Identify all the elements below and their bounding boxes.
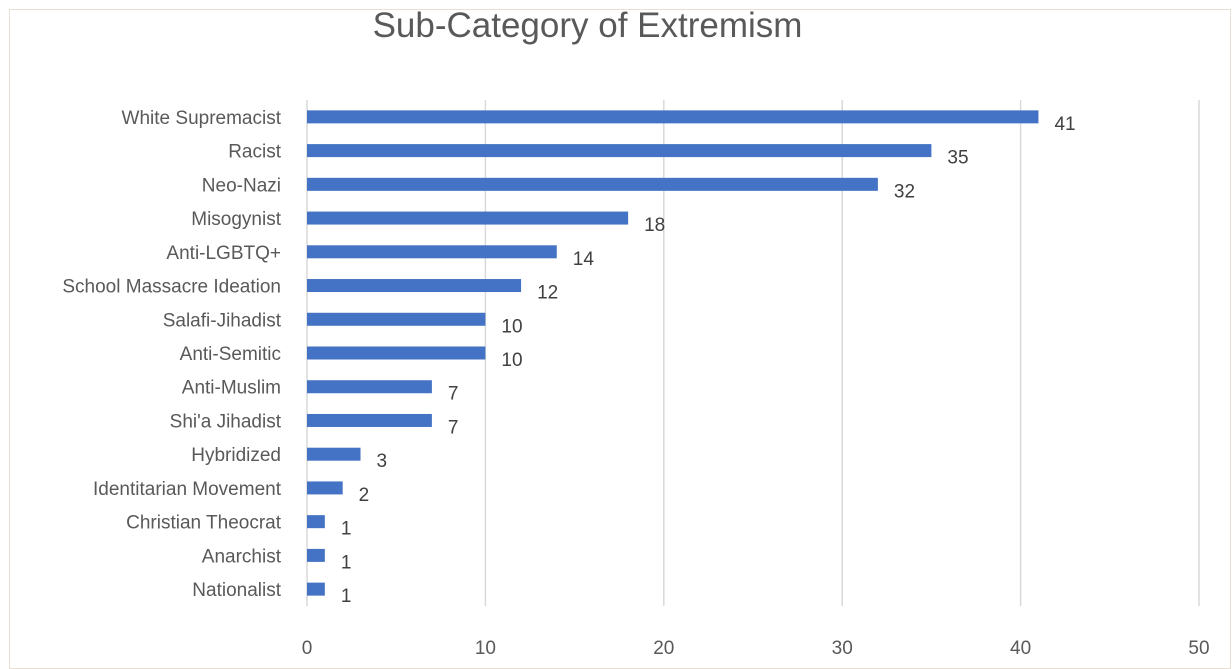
data-label: 18	[644, 215, 665, 236]
data-label: 35	[947, 148, 968, 169]
x-tick-label: 50	[1188, 638, 1209, 659]
data-label: 32	[894, 181, 915, 202]
data-label: 7	[448, 384, 459, 405]
data-label: 10	[501, 316, 522, 337]
x-tick-label: 10	[475, 638, 496, 659]
bar-school-massacre-ideation	[307, 279, 522, 293]
data-label: 14	[573, 249, 595, 270]
data-label: 1	[341, 552, 352, 573]
bars	[307, 110, 1039, 596]
data-label: 3	[377, 451, 388, 472]
bar-nationalist	[307, 582, 325, 596]
data-label: 2	[359, 485, 370, 506]
category-label: Misogynist	[191, 209, 281, 230]
category-label: Racist	[228, 142, 282, 163]
x-tick-label: 40	[1010, 638, 1031, 659]
bar-shi-a-jihadist	[307, 413, 432, 427]
bar-neo-nazi	[307, 177, 878, 191]
x-tick-label: 0	[302, 638, 313, 659]
bar-anarchist	[307, 548, 325, 562]
bar-anti-muslim	[307, 380, 432, 394]
bar-racist	[307, 144, 932, 158]
chart-title: Sub-Category of Extremism	[372, 6, 803, 45]
bar-christian-theocrat	[307, 515, 325, 529]
bar-white-supremacist	[307, 110, 1039, 124]
x-tick-labels: 0 10 20 30 40 50	[302, 638, 1210, 659]
category-label: Shi'a Jihadist	[170, 411, 282, 432]
bar-hybridized	[307, 447, 361, 461]
category-label: Hybridized	[191, 445, 281, 466]
data-label: 12	[537, 283, 558, 304]
category-label: Anti-Semitic	[180, 344, 281, 365]
x-tick-label: 20	[653, 638, 674, 659]
category-label: Neo-Nazi	[202, 175, 281, 196]
bar-identitarian-movement	[307, 481, 343, 495]
bar-misogynist	[307, 211, 629, 225]
data-label: 1	[341, 519, 352, 540]
bar-anti-semitic	[307, 346, 486, 360]
x-tick-label: 30	[832, 638, 853, 659]
category-label: Anti-Muslim	[182, 378, 281, 399]
category-label: Nationalist	[192, 580, 281, 601]
category-label: Anti-LGBTQ+	[166, 243, 281, 264]
category-labels: White Supremacist Racist Neo-Nazi Misogynis…	[62, 108, 281, 601]
data-label: 41	[1054, 114, 1075, 135]
bar-salafi-jihadist	[307, 312, 486, 326]
category-label: Anarchist	[202, 546, 282, 567]
category-label: Identitarian Movement	[93, 479, 282, 500]
data-label: 7	[448, 417, 459, 438]
data-label: 1	[341, 586, 352, 607]
bar-anti-lgbtq	[307, 245, 557, 259]
category-label: Salafi-Jihadist	[163, 310, 282, 331]
category-label: Christian Theocrat	[126, 513, 282, 534]
category-label: School Massacre Ideation	[62, 277, 281, 298]
category-label: White Supremacist	[122, 108, 282, 129]
data-label: 10	[501, 350, 522, 371]
